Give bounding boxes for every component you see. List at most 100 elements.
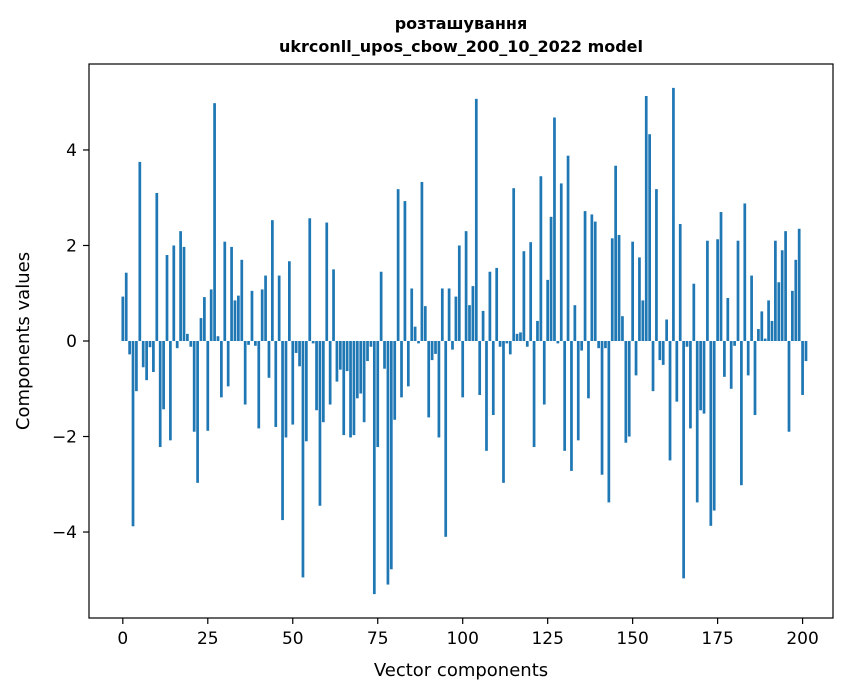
bar: [406, 341, 410, 387]
bar: [590, 214, 594, 341]
bar: [784, 231, 787, 341]
bar: [794, 259, 798, 341]
bar: [791, 290, 794, 341]
bar: [502, 341, 505, 483]
y-tick-label: 0: [66, 332, 77, 352]
bar: [379, 271, 383, 341]
bar: [536, 320, 539, 341]
bar: [342, 341, 346, 436]
bar: [420, 181, 424, 341]
bar: [641, 300, 645, 341]
y-tick-label: 4: [66, 141, 77, 161]
bar: [699, 341, 702, 411]
bar: [593, 221, 597, 341]
bar: [362, 341, 366, 423]
bar: [515, 333, 519, 341]
bar: [318, 341, 322, 506]
bar: [172, 245, 176, 341]
bar: [264, 275, 267, 341]
bar: [471, 286, 475, 341]
bar: [661, 341, 665, 365]
bar: [740, 341, 743, 486]
bar: [417, 341, 420, 344]
bar: [651, 341, 655, 392]
bar: [522, 251, 526, 341]
bar: [634, 341, 638, 376]
bar: [189, 341, 193, 347]
bar: [461, 341, 465, 398]
bar: [597, 341, 601, 349]
bar: [260, 289, 264, 341]
bar: [335, 341, 339, 382]
bar: [750, 275, 753, 341]
bar: [488, 271, 492, 341]
bar: [386, 341, 390, 585]
bar: [430, 341, 434, 361]
bar: [539, 176, 543, 341]
bar: [746, 341, 750, 376]
bar: [165, 255, 169, 341]
bar: [199, 318, 203, 341]
bar: [274, 341, 278, 427]
x-tick-label: 175: [701, 629, 733, 649]
bar: [359, 341, 363, 394]
bar: [787, 341, 791, 432]
bar: [695, 341, 699, 503]
bar: [403, 201, 407, 341]
bar: [175, 341, 179, 349]
bar: [733, 341, 736, 346]
bar: [257, 341, 261, 429]
y-tick-label: −4: [52, 523, 77, 543]
bar: [757, 329, 760, 341]
x-tick-label: 150: [616, 629, 648, 649]
bar: [767, 300, 770, 341]
bar: [682, 341, 685, 579]
bars-group: [121, 87, 808, 595]
bar: [607, 341, 611, 503]
bar: [702, 341, 706, 414]
bar: [383, 341, 386, 369]
bar: [566, 155, 570, 341]
bar: [400, 341, 403, 398]
bar: [573, 305, 577, 341]
bar: [396, 189, 400, 341]
y-tick-label: −2: [52, 428, 77, 448]
bar: [583, 211, 587, 341]
bar: [240, 259, 244, 341]
bar: [437, 341, 441, 438]
bar: [655, 189, 658, 341]
bar: [801, 341, 804, 395]
bar: [627, 341, 631, 437]
bar: [434, 341, 437, 354]
bar: [203, 297, 206, 341]
bar: [213, 103, 216, 341]
bar: [294, 341, 298, 353]
bar: [332, 269, 335, 341]
bar: [457, 245, 461, 341]
bar: [308, 218, 312, 341]
bar: [624, 341, 628, 443]
bar: [267, 341, 271, 378]
chart-subtitle: ukrconll_upos_cbow_200_10_2022 model: [279, 37, 643, 56]
x-axis: 0 25 50 75 100 125 150 175 200: [117, 618, 819, 649]
bar: [529, 242, 533, 341]
bar: [321, 341, 325, 423]
bar: [196, 341, 199, 483]
bar: [355, 341, 359, 399]
bar: [763, 338, 767, 341]
bar: [478, 341, 482, 395]
bar: [736, 240, 740, 341]
bar: [372, 341, 376, 595]
bar: [311, 341, 315, 344]
chart-title: розташування: [395, 14, 528, 33]
bar: [135, 341, 138, 392]
bar: [444, 341, 448, 537]
bar: [216, 336, 220, 341]
bar: [389, 341, 393, 570]
bar: [760, 311, 764, 341]
bar: [563, 341, 567, 451]
bar: [719, 212, 723, 341]
bar: [617, 234, 621, 341]
bar: [580, 341, 584, 351]
